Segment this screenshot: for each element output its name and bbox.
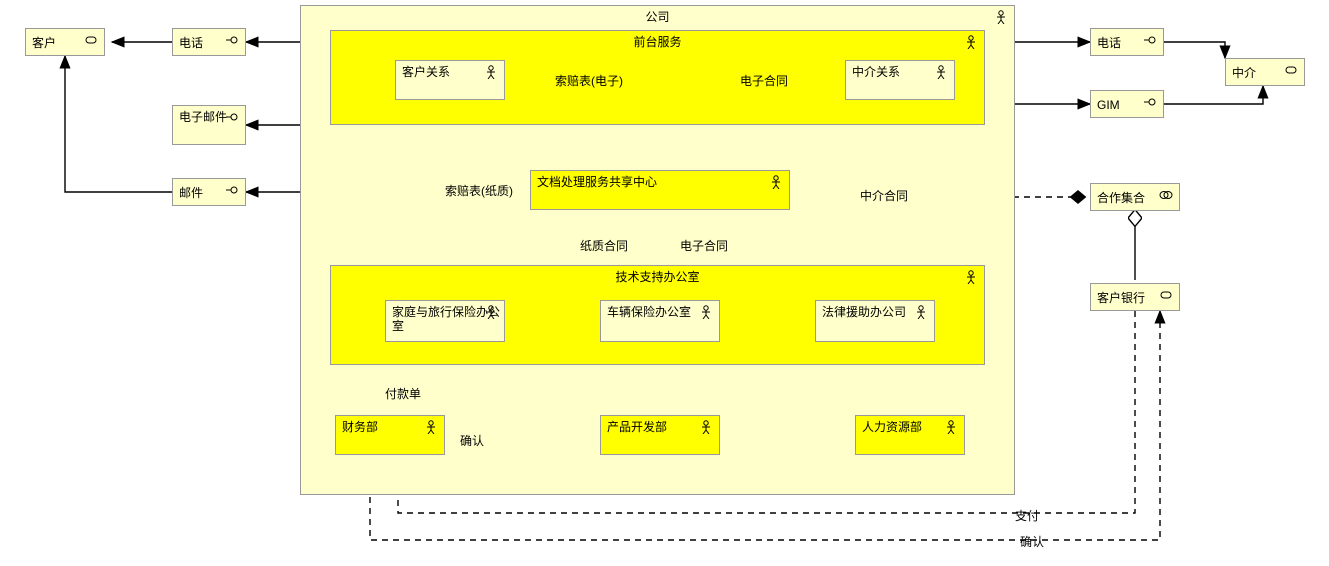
edge — [65, 56, 172, 192]
role-icon — [1159, 288, 1173, 302]
node-product[interactable]: 产品开发部 — [600, 415, 720, 455]
edge-label-paper: 纸质合同 — [580, 237, 628, 254]
actor-icon — [964, 35, 978, 49]
node-label: 文档处理服务共享中心 — [531, 171, 789, 191]
actor-icon — [944, 420, 958, 434]
edge-label-confirm: 确认 — [460, 432, 484, 449]
edge-label-confirm2: 确认 — [1020, 533, 1044, 550]
edge-label-claim_e: 索赔表(电子) — [555, 72, 623, 89]
node-car[interactable]: 车辆保险办公室 — [600, 300, 720, 342]
edge — [1164, 86, 1263, 104]
interface-icon — [225, 110, 239, 124]
node-label: 技术支持办公室 — [331, 266, 984, 287]
actor-icon — [699, 420, 713, 434]
edge — [1164, 42, 1225, 58]
edge-label-pay: 支付 — [1015, 507, 1039, 524]
edge-label-econtract: 电子合同 — [740, 72, 788, 89]
edge-label-econtract2: 电子合同 — [680, 237, 728, 254]
node-label: 公司 — [301, 6, 1014, 27]
node-finance[interactable]: 财务部 — [335, 415, 445, 455]
node-custrel[interactable]: 客户关系 — [395, 60, 505, 100]
edge-label-claim_p: 索赔表(纸质) — [445, 182, 513, 199]
node-label: 前台服务 — [331, 31, 984, 52]
collab-icon — [1159, 188, 1173, 202]
node-phone_l[interactable]: 电话 — [172, 28, 246, 56]
actor-icon — [964, 270, 978, 284]
node-home[interactable]: 家庭与旅行保险办公室 — [385, 300, 505, 342]
actor-icon — [994, 10, 1008, 24]
role-icon — [1284, 63, 1298, 77]
actor-icon — [484, 305, 498, 319]
node-gim[interactable]: GIM — [1090, 90, 1164, 118]
role-icon — [84, 33, 98, 47]
node-customer[interactable]: 客户 — [25, 28, 105, 56]
edge-label-payslip: 付款单 — [385, 385, 421, 402]
node-email_l[interactable]: 电子邮件 — [172, 105, 246, 145]
node-phone_r[interactable]: 电话 — [1090, 28, 1164, 56]
interface-icon — [225, 33, 239, 47]
node-bank[interactable]: 客户银行 — [1090, 283, 1180, 311]
node-broker[interactable]: 中介 — [1225, 58, 1305, 86]
actor-icon — [699, 305, 713, 319]
actor-icon — [424, 420, 438, 434]
actor-icon — [769, 175, 783, 189]
node-hr[interactable]: 人力资源部 — [855, 415, 965, 455]
interface-icon — [225, 183, 239, 197]
node-mail_l[interactable]: 邮件 — [172, 178, 246, 206]
interface-icon — [1143, 33, 1157, 47]
interface-icon — [1143, 95, 1157, 109]
node-docctr[interactable]: 文档处理服务共享中心 — [530, 170, 790, 210]
edge-label-broker_c: 中介合同 — [860, 187, 908, 204]
actor-icon — [484, 65, 498, 79]
node-legal[interactable]: 法律援助办公司 — [815, 300, 935, 342]
actor-icon — [934, 65, 948, 79]
node-coop[interactable]: 合作集合 — [1090, 183, 1180, 211]
actor-icon — [914, 305, 928, 319]
node-brokerrel[interactable]: 中介关系 — [845, 60, 955, 100]
